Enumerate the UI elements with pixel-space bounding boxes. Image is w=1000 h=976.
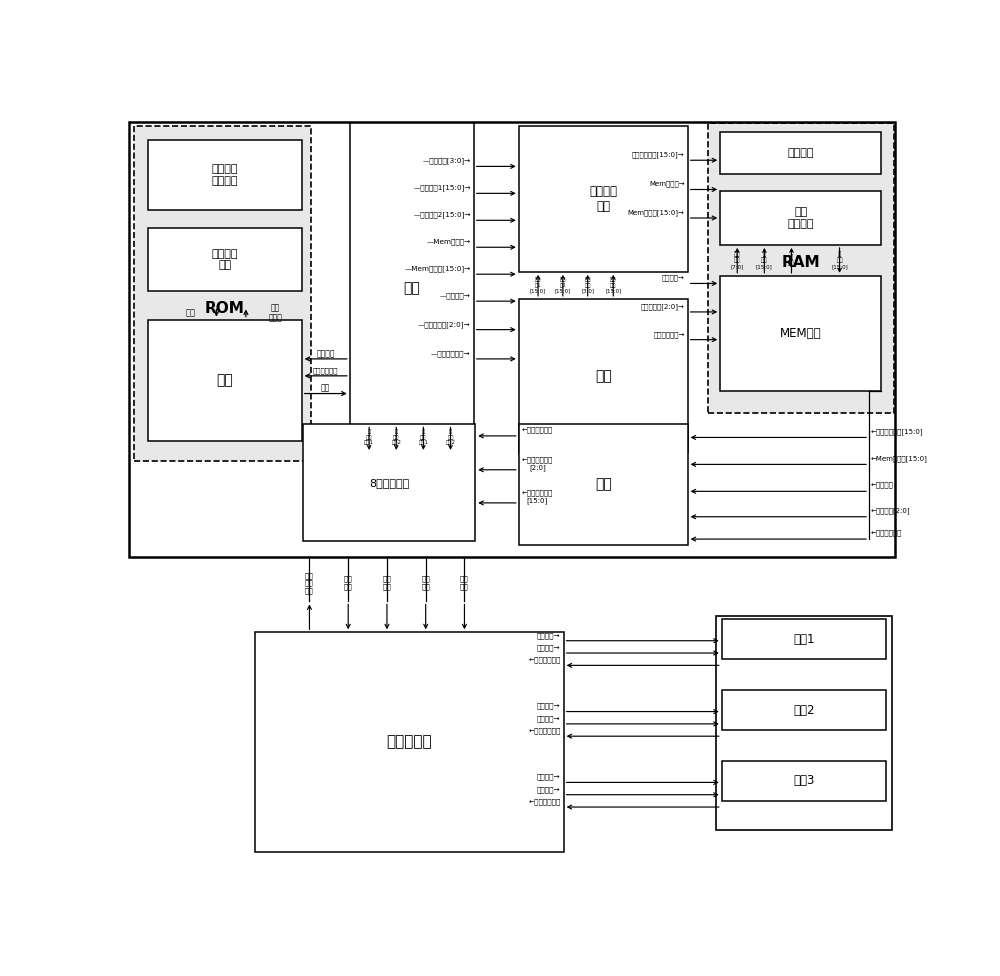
Text: 控制
信号: 控制 信号 (344, 576, 353, 590)
Text: ←写回使能: ←写回使能 (871, 482, 893, 488)
Text: —Mem写使能→: —Mem写使能→ (426, 238, 471, 245)
Text: 操作
命令
[3:0]: 操作 命令 [3:0] (581, 277, 594, 294)
Text: 操作
数2
[15:0]: 操作 数2 [15:0] (555, 277, 571, 294)
Text: —Mem写数据[15:0]→: —Mem写数据[15:0]→ (404, 265, 471, 272)
Bar (708, 123, 894, 413)
Text: 测试调度
程序: 测试调度 程序 (212, 249, 238, 270)
Text: 测试向量: 测试向量 (788, 148, 814, 158)
Text: 8路寄存器组: 8路寄存器组 (369, 478, 409, 488)
Text: 分支条件成立: 分支条件成立 (313, 367, 338, 374)
Text: 读
端口
数据1: 读 端口 数据1 (364, 428, 374, 445)
Text: 程序
计数器: 程序 计数器 (268, 303, 282, 322)
Text: 测试向量→: 测试向量→ (537, 786, 561, 793)
Bar (716, 616, 892, 831)
Bar (722, 761, 886, 801)
Bar (148, 319, 302, 441)
Bar (303, 425, 475, 542)
Bar (350, 123, 474, 453)
Text: 运算
结果
[15:0]: 运算 结果 [15:0] (605, 277, 621, 294)
Text: 测试向量→: 测试向量→ (537, 715, 561, 722)
Text: 测试地址→: 测试地址→ (537, 703, 561, 710)
Text: ←测试响应数据: ←测试响应数据 (528, 798, 561, 805)
Text: 读
端口
地址2: 读 端口 地址2 (446, 428, 455, 445)
Text: 控制
信号: 控制 信号 (383, 576, 391, 590)
Text: 读写
地址
[7:0]: 读写 地址 [7:0] (731, 252, 744, 269)
Text: ROM: ROM (205, 301, 245, 315)
Text: 写回数据选择→: 写回数据选择→ (653, 331, 685, 338)
Text: ←寄存器写目的
[2:0]: ←寄存器写目的 [2:0] (522, 457, 553, 470)
Text: ←写回数据选择: ←写回数据选择 (871, 530, 902, 536)
Text: ←测试响应数据: ←测试响应数据 (528, 727, 561, 734)
Text: 测试地址→: 测试地址→ (537, 632, 561, 638)
Text: ←寄存器写使能: ←寄存器写使能 (522, 427, 553, 433)
Text: —源操作数1[15:0]→: —源操作数1[15:0]→ (413, 184, 471, 191)
Bar (519, 424, 688, 546)
Text: 写
数据
[15:0]: 写 数据 [15:0] (756, 252, 773, 269)
Text: RAM: RAM (781, 255, 820, 270)
Text: 目的寄存器[2:0]→: 目的寄存器[2:0]→ (641, 304, 685, 310)
Text: 读
端口
地址1: 读 端口 地址1 (418, 428, 428, 445)
Text: 测试
向量: 测试 向量 (421, 576, 430, 590)
Text: 外设2: 外设2 (793, 704, 815, 716)
Text: 译指: 译指 (403, 281, 420, 295)
Text: ←算术运算结果[15:0]: ←算术运算结果[15:0] (871, 427, 923, 434)
Text: Mem写数据[15:0]→: Mem写数据[15:0]→ (628, 209, 685, 216)
Text: MEM接口: MEM接口 (780, 327, 822, 340)
Bar (720, 132, 881, 174)
Bar (148, 228, 302, 291)
Text: 外设1: 外设1 (793, 632, 815, 646)
Text: 指令: 指令 (185, 308, 195, 317)
Text: 偏移地址: 偏移地址 (316, 349, 335, 358)
Text: 取指: 取指 (217, 374, 233, 387)
Bar (134, 126, 311, 461)
Text: 外设3: 外设3 (793, 774, 815, 788)
Text: 执行: 执行 (595, 369, 612, 383)
Text: 测试地址→: 测试地址→ (537, 774, 561, 781)
Bar (129, 122, 895, 556)
Text: 总线控制器: 总线控制器 (387, 735, 432, 750)
Text: 写回使能→: 写回使能→ (662, 275, 685, 281)
Text: 写
使能: 写 使能 (788, 255, 795, 266)
Bar (519, 299, 688, 453)
Bar (519, 126, 688, 272)
Text: 读
数据
[15:0]: 读 数据 [15:0] (831, 252, 848, 269)
Text: 读
端口
数据2: 读 端口 数据2 (391, 428, 401, 445)
Bar (720, 276, 881, 391)
Bar (722, 690, 886, 730)
Text: Mem写使能→: Mem写使能→ (649, 181, 685, 187)
Text: —目的寄存器[2:0]→: —目的寄存器[2:0]→ (418, 321, 471, 328)
Text: 测试
响应数据: 测试 响应数据 (788, 207, 814, 228)
Text: —写回数据选择→: —写回数据选择→ (431, 350, 471, 357)
Text: —操作命令[3:0]→: —操作命令[3:0]→ (422, 158, 471, 164)
Text: ←寄存器写数据
[15:0]: ←寄存器写数据 [15:0] (522, 490, 553, 504)
Text: 测试
响应
数据: 测试 响应 数据 (305, 572, 314, 593)
Bar (255, 632, 564, 852)
Bar (148, 141, 302, 210)
Text: 操作
数1
[15:0]: 操作 数1 [15:0] (530, 277, 546, 294)
Text: ←写回目的[2:0]: ←写回目的[2:0] (871, 508, 910, 514)
Text: 算术运算结果[15:0]→: 算术运算结果[15:0]→ (632, 151, 685, 158)
Text: 算术逻辑
单元: 算术逻辑 单元 (589, 184, 617, 213)
Text: 测试
地址: 测试 地址 (460, 576, 469, 590)
Text: 测试向量
生成程序: 测试向量 生成程序 (212, 164, 238, 185)
Text: 写回: 写回 (595, 477, 612, 491)
Text: ←测试响应数据: ←测试响应数据 (528, 657, 561, 664)
Text: ←Mem读数据[15:0]: ←Mem读数据[15:0] (871, 455, 927, 462)
Text: 指令: 指令 (321, 384, 330, 392)
Bar (720, 191, 881, 245)
Text: —写回使能→: —写回使能→ (440, 293, 471, 299)
Text: 测试向量→: 测试向量→ (537, 644, 561, 651)
Text: —源操作数2[15:0]→: —源操作数2[15:0]→ (413, 212, 471, 219)
Bar (722, 619, 886, 659)
